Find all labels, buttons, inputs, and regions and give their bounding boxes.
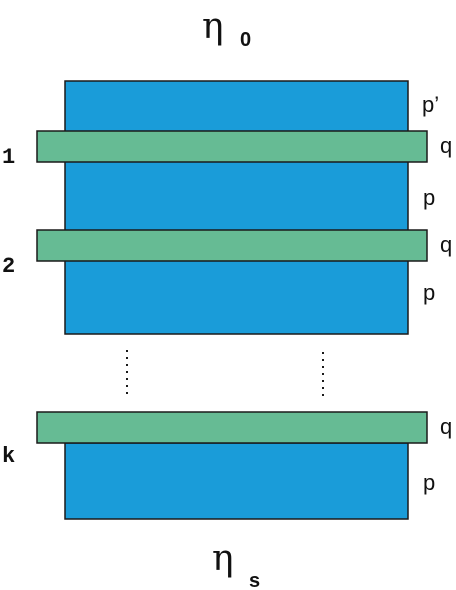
stack-label-1: 1 [2, 145, 15, 170]
top-eta-symbol: η [202, 6, 224, 47]
label-p-k: p [423, 470, 435, 495]
label-q-1: q [440, 133, 452, 158]
stack-label-2: 2 [2, 254, 15, 279]
bottom-eta-subscript: s [249, 570, 260, 590]
green-layer-2 [36, 229, 428, 262]
label-q-k: q [440, 414, 452, 439]
top-eta-subscript: 0 [240, 29, 251, 51]
lower-blue-block [64, 442, 409, 520]
stack-label-k: k [2, 444, 15, 469]
label-p-2: p [423, 280, 435, 305]
label-p-prime: p’ [422, 92, 439, 117]
green-layer-k [36, 411, 428, 444]
upper-blue-block [64, 80, 409, 335]
label-q-2: q [440, 232, 452, 257]
label-p-1: p [423, 185, 435, 210]
green-layer-1 [36, 130, 428, 163]
bottom-eta-symbol: η [212, 538, 234, 579]
